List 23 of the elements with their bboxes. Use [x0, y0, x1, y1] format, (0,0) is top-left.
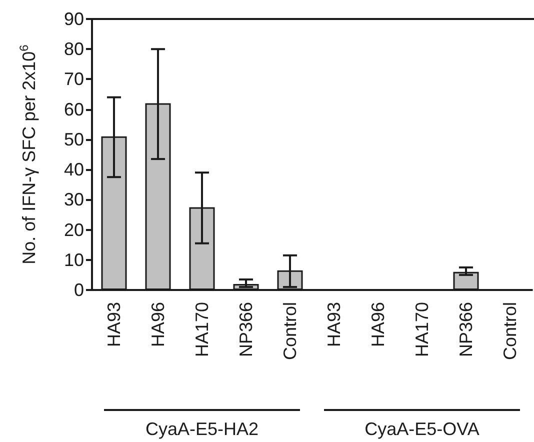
y-tick-label: 80 [64, 39, 84, 60]
x-tick-label: HA93 [324, 302, 344, 348]
y-tick-label: 90 [64, 9, 84, 29]
y-tick-label: 0 [74, 280, 84, 300]
y-tick-label: 60 [64, 99, 84, 120]
y-tick-label: 10 [64, 250, 84, 270]
y-tick-label: 50 [64, 129, 84, 150]
x-tick-label: Control [280, 302, 300, 360]
y-tick-label: 30 [64, 190, 84, 210]
text: CyaA-E5-HA2 [145, 419, 259, 439]
x-tick-label: Control [500, 302, 520, 360]
x-tick-label: NP366 [236, 302, 256, 358]
x-tick-label: HA170 [412, 302, 432, 358]
y-tick-label: 70 [64, 69, 84, 90]
x-tick-label: HA96 [368, 302, 388, 348]
x-tick-label: HA170 [192, 302, 212, 358]
y-axis-title: No. of IFN-γ SFC per 2x106 [17, 44, 39, 264]
y-tick-label: 20 [64, 220, 84, 240]
x-tick-label: NP366 [456, 302, 476, 358]
y-tick-label: 40 [64, 160, 84, 180]
x-tick-label: HA93 [104, 302, 124, 348]
text: CyaA-E5-OVA [364, 419, 480, 439]
x-tick-label: HA96 [148, 302, 168, 348]
